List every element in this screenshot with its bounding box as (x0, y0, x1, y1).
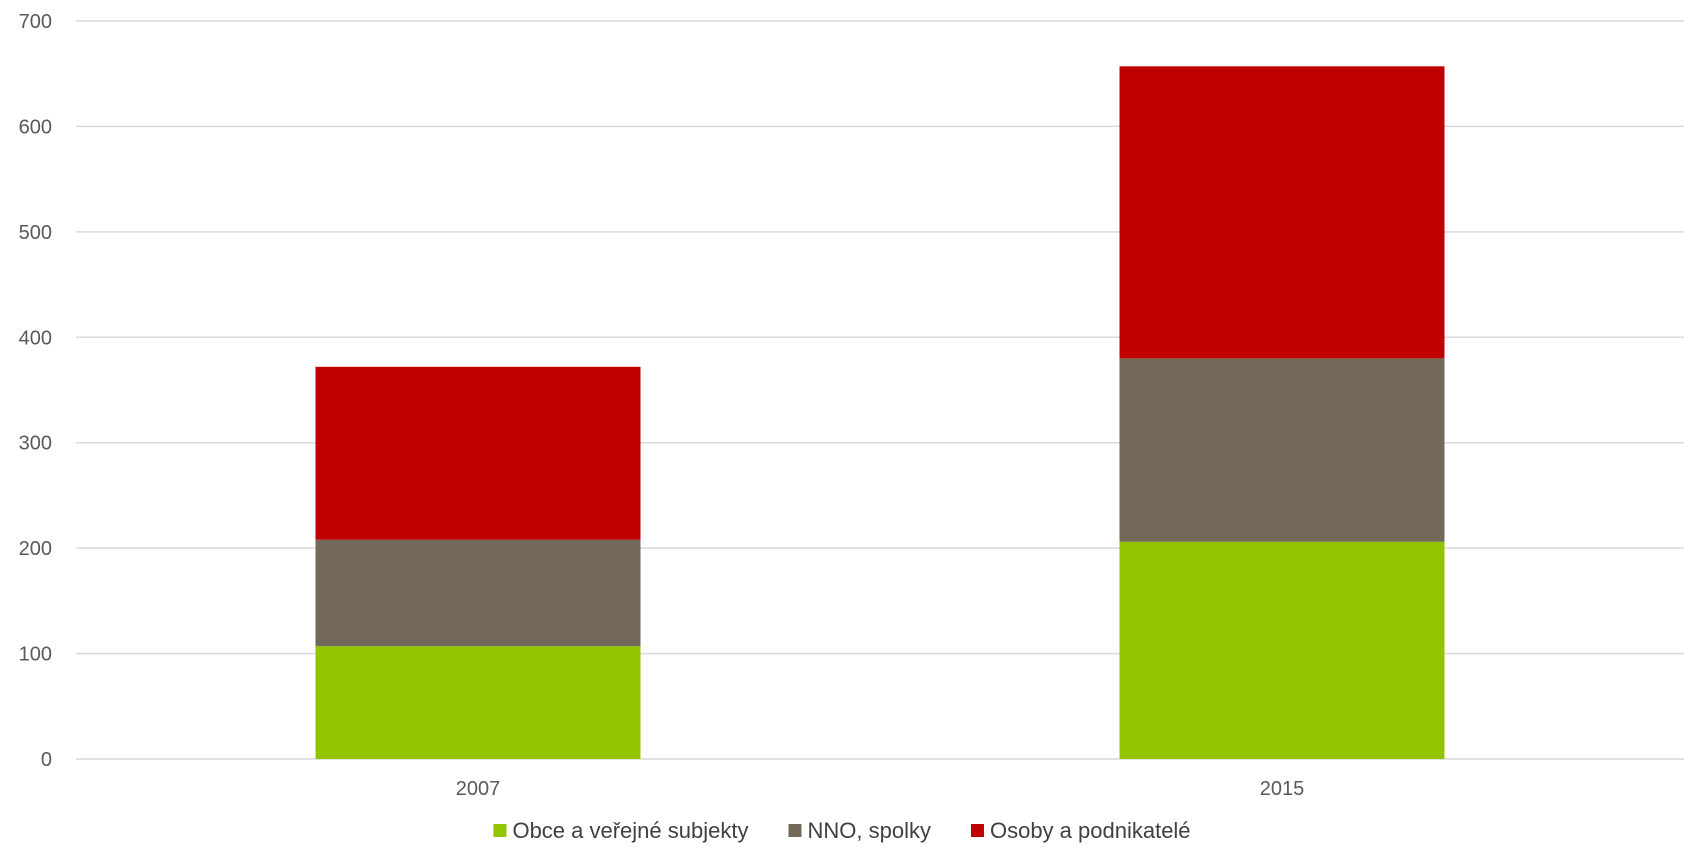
y-tick-label: 600 (19, 116, 52, 138)
x-tick-label: 2007 (456, 778, 501, 800)
legend-label: NNO, spolky (807, 818, 930, 843)
bar-2007-series-2 (315, 366, 641, 540)
bar-2007-series-1 (315, 539, 641, 647)
bar-2015-series-0 (1119, 541, 1445, 759)
legend-item: NNO, spolky (788, 818, 931, 843)
legend-label: Obce a veřejné subjekty (512, 818, 748, 843)
y-tick-label: 700 (19, 11, 52, 33)
legend: Obce a veřejné subjekty NNO, spolky Osoby … (493, 818, 1191, 843)
bars (315, 66, 1445, 759)
y-tick-label: 100 (19, 644, 52, 666)
x-tick-label: 2015 (1260, 778, 1305, 800)
y-axis-ticks: 0 100 200 300 400 500 600 700 (19, 11, 52, 771)
legend-item: Osoby a podnikatelé (970, 818, 1191, 843)
y-tick-label: 300 (19, 433, 52, 455)
bar-2007-series-0 (315, 646, 641, 759)
legend-swatch (970, 824, 984, 837)
legend-label: Osoby a podnikatelé (990, 818, 1191, 843)
legend-swatch (788, 824, 802, 837)
x-axis-ticks: 2007 2015 (456, 778, 1305, 800)
bar-2015-series-2 (1119, 66, 1445, 359)
y-tick-label: 500 (19, 222, 52, 244)
y-tick-label: 400 (19, 327, 52, 349)
legend-item: Obce a veřejné subjekty (493, 818, 748, 843)
y-tick-label: 200 (19, 538, 52, 560)
legend-swatch (493, 824, 507, 837)
bar-2015-series-1 (1119, 358, 1445, 542)
y-tick-label: 0 (41, 749, 52, 771)
